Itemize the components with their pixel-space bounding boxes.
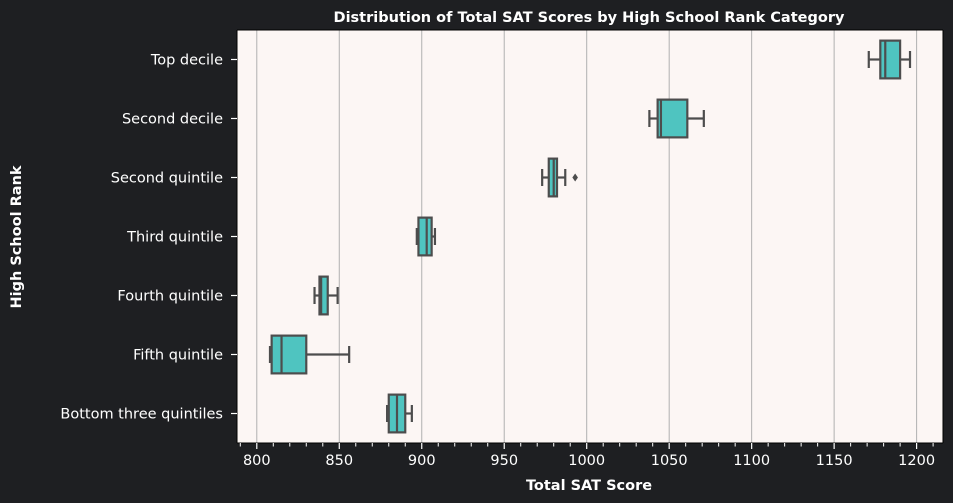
box-iqr <box>270 334 308 375</box>
x-tick-label: 800 <box>243 453 271 469</box>
box-series <box>268 39 912 434</box>
x-tick-label: 950 <box>490 453 518 469</box>
box-iqr <box>656 98 689 139</box>
box-iqr <box>417 216 433 257</box>
y-tick-label: Third quintile <box>126 230 223 246</box>
x-tick-label: 1100 <box>733 453 770 469</box>
box-iqr <box>318 275 329 316</box>
x-axis-label: Total SAT Score <box>526 478 652 494</box>
axes: 800 850 900 950 1000 1050 1100 1150 1200 Top deci… <box>60 29 944 469</box>
box-3 <box>415 216 437 257</box>
box-0 <box>867 39 912 80</box>
x-tick-label: 850 <box>325 453 353 469</box>
plot-area <box>237 30 943 443</box>
box-1 <box>648 98 705 139</box>
box-2 <box>541 157 578 198</box>
box-4 <box>313 275 339 316</box>
y-tick-label: Fifth quintile <box>133 348 223 364</box>
y-tick-label: Second quintile <box>111 171 223 187</box>
x-tick-label: 1200 <box>898 453 935 469</box>
y-tick-label: Second decile <box>122 112 223 128</box>
x-tick-label: 1000 <box>568 453 605 469</box>
y-tick-label: Top decile <box>150 53 223 69</box>
y-tick-label: Fourth quintile <box>117 289 223 305</box>
x-tick-label: 900 <box>408 453 436 469</box>
box-5 <box>268 334 351 375</box>
outlier-point <box>572 173 578 182</box>
y-axis-label: High School Rank <box>9 165 25 308</box>
y-tick-label: Bottom three quintiles <box>60 407 223 423</box>
chart-title: Distribution of Total SAT Scores by High… <box>334 10 845 26</box>
box-iqr <box>879 39 902 80</box>
box-6 <box>386 393 413 434</box>
x-tick-label: 1150 <box>816 453 853 469</box>
x-tick-label: 1050 <box>651 453 688 469</box>
